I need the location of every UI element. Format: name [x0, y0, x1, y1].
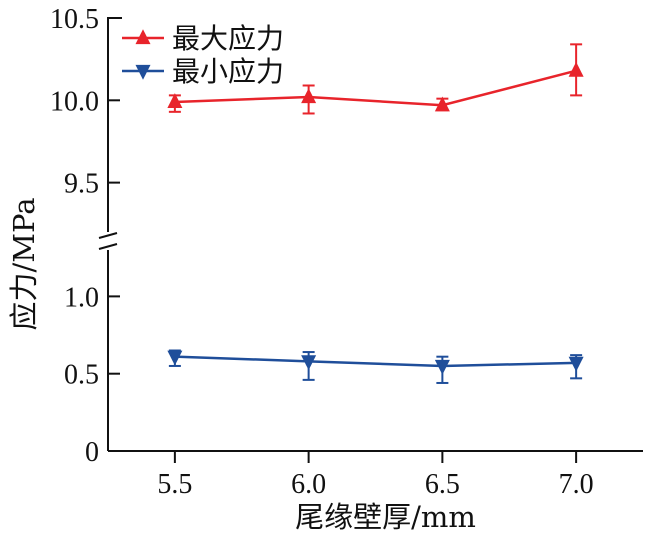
y-axis-break-mark: [96, 232, 120, 250]
data-point: [568, 61, 584, 77]
y-tick-label: 9.5: [64, 169, 99, 200]
x-axis-title: 尾缘壁厚/mm: [295, 500, 476, 534]
y-tick-label: 0: [85, 437, 99, 468]
data-point: [301, 88, 317, 104]
y-axis-upper-segment: [107, 17, 122, 232]
y-tick-label: 1.0: [64, 282, 99, 313]
y-ticks: 9.5 10.0 10.5 0 0.5 1.0: [50, 4, 120, 468]
legend-marker: [135, 64, 151, 80]
legend-item: 最小应力: [122, 55, 284, 88]
axes: 5.5 6.0 6.5 7.0 9.5 10.0 10.5 0 0.5 1.0: [50, 4, 643, 500]
x-tick-label: 7.0: [559, 469, 594, 500]
data-point: [167, 350, 183, 366]
series-lower: [167, 349, 584, 384]
series: [167, 43, 584, 384]
data-point: [301, 355, 317, 371]
x-tick-label: 6.5: [425, 469, 460, 500]
x-tick-label: 6.0: [291, 469, 326, 500]
axis-break-slash-upper: [98, 232, 118, 239]
series-line: [174, 355, 577, 368]
data-point: [568, 356, 584, 372]
axis-break-slash-lower: [98, 243, 118, 250]
legend-label: 最大应力: [172, 22, 284, 55]
y-tick-label: 10.5: [50, 4, 99, 35]
series-upper: [167, 43, 584, 115]
data-point: [434, 359, 450, 375]
series-line: [174, 69, 577, 107]
data-point: [434, 96, 450, 112]
y-tick-label: 0.5: [64, 360, 99, 391]
legend-marker: [135, 29, 151, 45]
x-ticks: 5.5 6.0 6.5 7.0: [157, 451, 594, 500]
legend-label: 最小应力: [172, 55, 284, 88]
legend-item: 最大应力: [122, 22, 284, 55]
y-tick-label: 10.0: [50, 86, 99, 117]
data-point: [167, 93, 183, 109]
x-tick-label: 5.5: [157, 469, 192, 500]
y-axis-title: 应力/MPa: [7, 198, 41, 331]
